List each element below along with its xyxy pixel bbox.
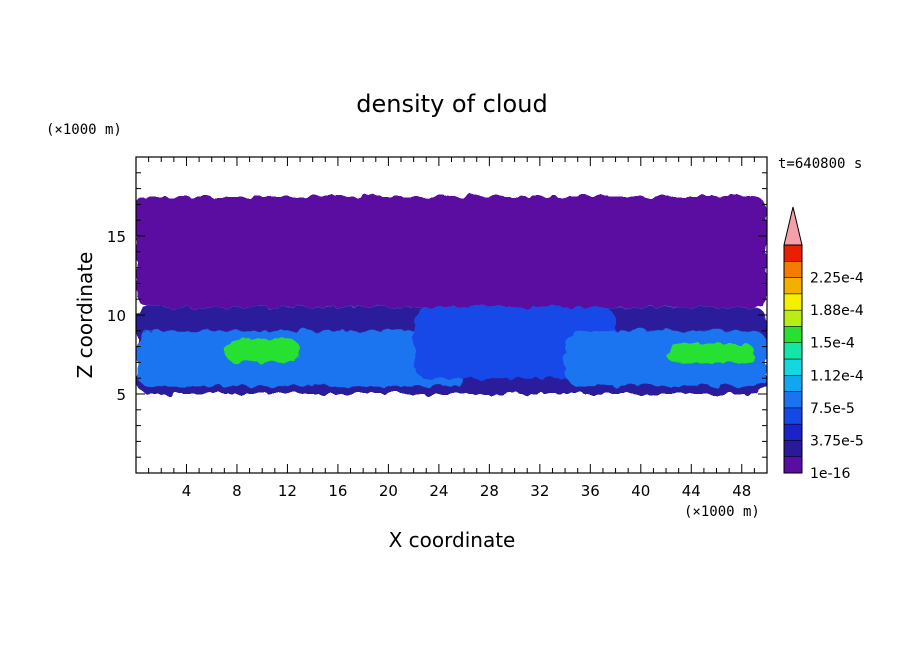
region-left-core	[136, 330, 465, 387]
x-axis-label: X coordinate	[389, 528, 516, 552]
colorbar-swatch	[783, 293, 803, 311]
y-axis-label: Z coordinate	[73, 252, 97, 379]
colorbar-frame	[783, 244, 803, 474]
y-tick-label: 5	[116, 386, 126, 404]
colorbar-swatch	[783, 358, 803, 376]
colorbar: 1e-16 3.75e-5 7.5e-5 1.12e-4 1.5e-4 1.88e-4 2.…	[783, 206, 864, 482]
colorbar-swatch	[783, 391, 803, 409]
region-right-maximum	[666, 343, 755, 363]
colorbar-swatch	[783, 244, 803, 262]
y-tick-label: 10	[107, 307, 126, 325]
x-tick-label: 32	[530, 482, 549, 500]
colorbar-label: 1.88e-4	[810, 303, 864, 319]
y-tick-label: 15	[107, 228, 126, 246]
x-tick-label: 44	[682, 482, 701, 500]
time-label: t=640800 s	[778, 156, 862, 172]
colorbar-swatch	[783, 342, 803, 360]
colorbar-swatch	[783, 423, 803, 441]
region-left-maximum	[224, 338, 301, 363]
colorbar-extend-arrow	[783, 206, 803, 246]
colorbar-label: 1.5e-4	[810, 336, 855, 352]
y-unit-label: (×1000 m)	[46, 122, 122, 138]
colorbar-label: 2.25e-4	[810, 271, 864, 287]
colorbar-swatch	[783, 261, 803, 278]
colorbar-swatch	[783, 309, 803, 327]
colorbar-swatch	[783, 375, 803, 392]
region-upper-cloud-layer	[136, 196, 767, 308]
y-axis: 5 10 15	[107, 172, 767, 458]
x-tick-label: 4	[182, 482, 192, 500]
chart-title: density of cloud	[356, 90, 547, 118]
x-tick-label: 8	[232, 482, 242, 500]
x-unit-label: (×1000 m)	[684, 504, 760, 520]
x-axis: 4 8 12 16 20 24 28 32 36 40 44 48	[148, 157, 755, 500]
x-tick-label: 24	[429, 482, 448, 500]
colorbar-label: 7.5e-5	[810, 401, 855, 417]
colorbar-swatch	[783, 277, 803, 295]
plot-area	[136, 196, 767, 394]
x-tick-label: 36	[581, 482, 600, 500]
x-tick-label: 16	[328, 482, 347, 500]
colorbar-swatch	[783, 407, 803, 425]
colorbar-swatch	[783, 456, 803, 474]
colorbar-label: 1.12e-4	[810, 368, 864, 384]
colorbar-swatch	[783, 440, 803, 457]
colorbar-swatch	[783, 326, 803, 343]
x-tick-label: 12	[278, 482, 297, 500]
colorbar-label: 3.75e-5	[810, 433, 864, 449]
x-tick-label: 40	[631, 482, 650, 500]
colorbar-label: 1e-16	[810, 466, 850, 482]
x-tick-label: 28	[480, 482, 499, 500]
x-tick-label: 20	[379, 482, 398, 500]
x-tick-label: 48	[732, 482, 751, 500]
